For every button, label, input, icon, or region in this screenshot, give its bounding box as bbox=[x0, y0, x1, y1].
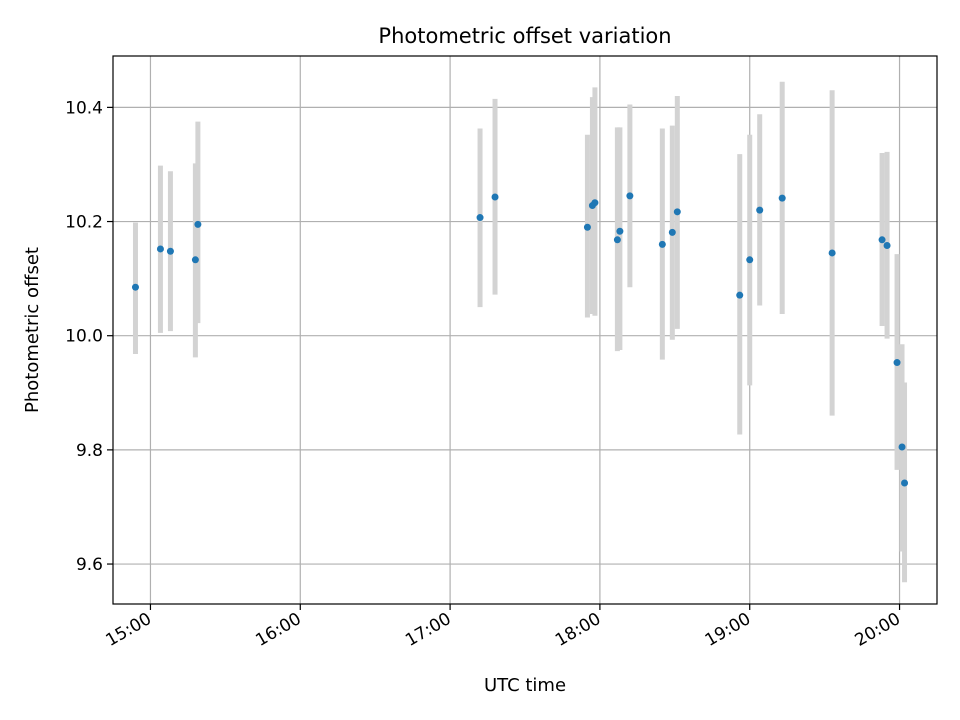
data-point bbox=[156, 245, 164, 253]
data-point bbox=[626, 192, 634, 200]
data-point bbox=[668, 228, 676, 236]
data-point bbox=[166, 247, 174, 255]
data-point bbox=[131, 283, 139, 291]
data-point bbox=[778, 194, 786, 202]
data-point bbox=[491, 193, 499, 201]
data-point bbox=[883, 242, 891, 250]
data-point bbox=[194, 220, 202, 228]
data-point bbox=[756, 206, 764, 214]
data-point bbox=[591, 199, 599, 207]
point-layer bbox=[131, 192, 909, 487]
y-tick-label: 9.6 bbox=[76, 555, 103, 575]
y-tick-label: 10.0 bbox=[65, 327, 103, 347]
data-point bbox=[828, 249, 836, 257]
y-tick-label: 10.4 bbox=[65, 98, 103, 118]
data-point bbox=[736, 291, 744, 299]
y-axis-title: Photometric offset bbox=[22, 247, 43, 413]
data-point bbox=[746, 256, 754, 264]
y-tick-label: 9.8 bbox=[76, 441, 103, 461]
grid-layer bbox=[113, 56, 937, 604]
data-point bbox=[878, 236, 886, 244]
data-point bbox=[901, 479, 909, 487]
data-point bbox=[613, 236, 621, 244]
data-point bbox=[658, 240, 666, 248]
y-tick-label: 10.2 bbox=[65, 213, 103, 233]
x-axis-title: UTC time bbox=[484, 675, 566, 696]
data-point bbox=[893, 359, 901, 367]
data-point bbox=[583, 223, 591, 231]
data-point bbox=[191, 256, 199, 264]
data-point bbox=[476, 214, 484, 222]
data-point bbox=[673, 208, 681, 216]
data-point bbox=[898, 443, 906, 451]
plot-frame bbox=[112, 55, 938, 605]
chart-title: Photometric offset variation bbox=[378, 24, 671, 48]
data-point bbox=[616, 227, 624, 235]
